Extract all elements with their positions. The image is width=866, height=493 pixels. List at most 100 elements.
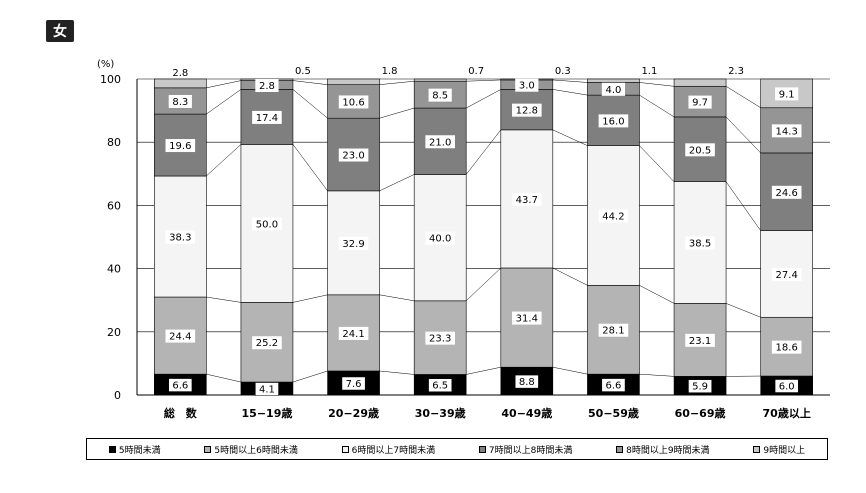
- value-label: 38.3: [169, 233, 191, 244]
- value-label-bg: [598, 114, 629, 128]
- value-label-bg: [771, 185, 802, 199]
- value-label: 0.5: [295, 66, 311, 77]
- value-label: 9.7: [692, 98, 708, 109]
- x-tick-label: 20−29歳: [328, 406, 379, 420]
- y-unit-label: (%): [97, 59, 114, 70]
- value-label: 0.3: [555, 66, 571, 77]
- value-label: 23.3: [429, 334, 451, 345]
- connector-line: [552, 129, 588, 146]
- bar-segment: [413, 78, 467, 82]
- value-label: 4.0: [605, 85, 621, 96]
- value-label-bg: [685, 143, 715, 157]
- x-tick-label: 30−39歳: [415, 406, 466, 420]
- value-label: 2.8: [259, 81, 275, 92]
- value-label: 44.2: [602, 212, 624, 223]
- connector-line: [725, 116, 761, 154]
- y-tick-label: 60: [107, 199, 121, 212]
- value-label: 4.1: [259, 385, 275, 396]
- legend-item: 6時間以上7時間未満: [341, 443, 436, 456]
- value-label-bg: [428, 88, 452, 102]
- connector-line: [379, 107, 415, 119]
- value-label: 28.1: [602, 326, 624, 337]
- value-label: 23.0: [342, 151, 364, 162]
- legend-label: 5時間以上6時間未満: [214, 445, 298, 456]
- value-label: 38.5: [689, 239, 711, 250]
- value-label: 2.8: [172, 68, 188, 79]
- value-label: 23.1: [689, 336, 711, 347]
- y-tick-label: 100: [100, 73, 121, 86]
- value-label: 27.4: [776, 270, 798, 281]
- value-label: 17.4: [256, 113, 278, 124]
- value-label-bg: [598, 209, 629, 223]
- connector-line: [639, 285, 675, 304]
- value-label: 24.6: [776, 188, 798, 199]
- connector-line: [466, 89, 501, 109]
- connector-line: [292, 89, 328, 119]
- connector-line: [466, 267, 501, 302]
- value-label-bg: [165, 139, 196, 153]
- bar-segment: [673, 78, 727, 87]
- value-label: 2.3: [728, 66, 744, 77]
- connector-line: [292, 294, 328, 303]
- legend-swatch: [753, 445, 761, 453]
- x-tick-label: 70歳以上: [763, 406, 811, 420]
- connector-line: [466, 366, 501, 375]
- x-tick-label: 50−59歳: [588, 406, 639, 420]
- value-label-bg: [165, 329, 196, 343]
- x-tick-label: 総 数: [164, 406, 198, 420]
- legend-swatch: [204, 445, 212, 453]
- value-label-bg: [255, 79, 279, 93]
- legend-swatch: [616, 445, 624, 453]
- value-label-bg: [688, 95, 712, 109]
- bar-segment: [327, 78, 380, 85]
- value-label-bg: [771, 267, 802, 281]
- x-tick-label: 40−49歳: [501, 406, 552, 420]
- value-label-bg: [771, 124, 802, 138]
- connector-line: [379, 80, 415, 85]
- value-label-bg: [425, 135, 455, 149]
- connector-line: [206, 144, 242, 177]
- value-label-bg: [165, 230, 196, 244]
- legend-label: 6時間以上7時間未満: [351, 445, 436, 456]
- value-label-bg: [688, 379, 712, 393]
- value-label: 14.3: [776, 126, 798, 137]
- value-label: 32.9: [342, 239, 364, 250]
- value-label: 6.5: [432, 381, 448, 392]
- connector-line: [206, 296, 241, 303]
- y-tick-label: 80: [107, 136, 121, 149]
- value-label: 20.5: [689, 145, 711, 156]
- value-label-bg: [512, 103, 542, 117]
- value-label: 40.0: [429, 234, 451, 245]
- legend-item: 9時間以上: [753, 443, 805, 456]
- value-label: 19.6: [169, 141, 191, 152]
- value-label-bg: [601, 378, 626, 392]
- connector-line: [639, 145, 675, 182]
- value-label-bg: [685, 333, 715, 347]
- legend-item: 5時間未満: [108, 443, 161, 456]
- value-label: 21.0: [429, 137, 451, 148]
- value-label-bg: [515, 78, 539, 92]
- value-label: 10.6: [342, 97, 364, 108]
- value-label-bg: [774, 379, 799, 393]
- connector-line: [552, 366, 588, 375]
- connector-line: [206, 80, 241, 89]
- legend-item: 7時間以上8時間未満: [478, 443, 572, 456]
- connector-line: [292, 370, 328, 383]
- value-label: 8.5: [432, 91, 448, 102]
- value-label: 24.4: [169, 332, 191, 343]
- value-label-bg: [168, 378, 193, 392]
- value-label-bg: [512, 311, 542, 325]
- bar-segment: [587, 78, 640, 83]
- connector-line: [552, 267, 588, 286]
- value-label-bg: [168, 94, 192, 108]
- connector-line: [292, 144, 328, 192]
- value-label-bg: [514, 374, 539, 389]
- legend-swatch: [108, 445, 116, 453]
- bar-segment: [154, 78, 207, 89]
- connector-line: [379, 294, 415, 302]
- legend-swatch: [478, 445, 486, 453]
- connector-line: [379, 174, 415, 192]
- legend-label: 5時間未満: [118, 445, 161, 456]
- connector-line: [292, 80, 328, 85]
